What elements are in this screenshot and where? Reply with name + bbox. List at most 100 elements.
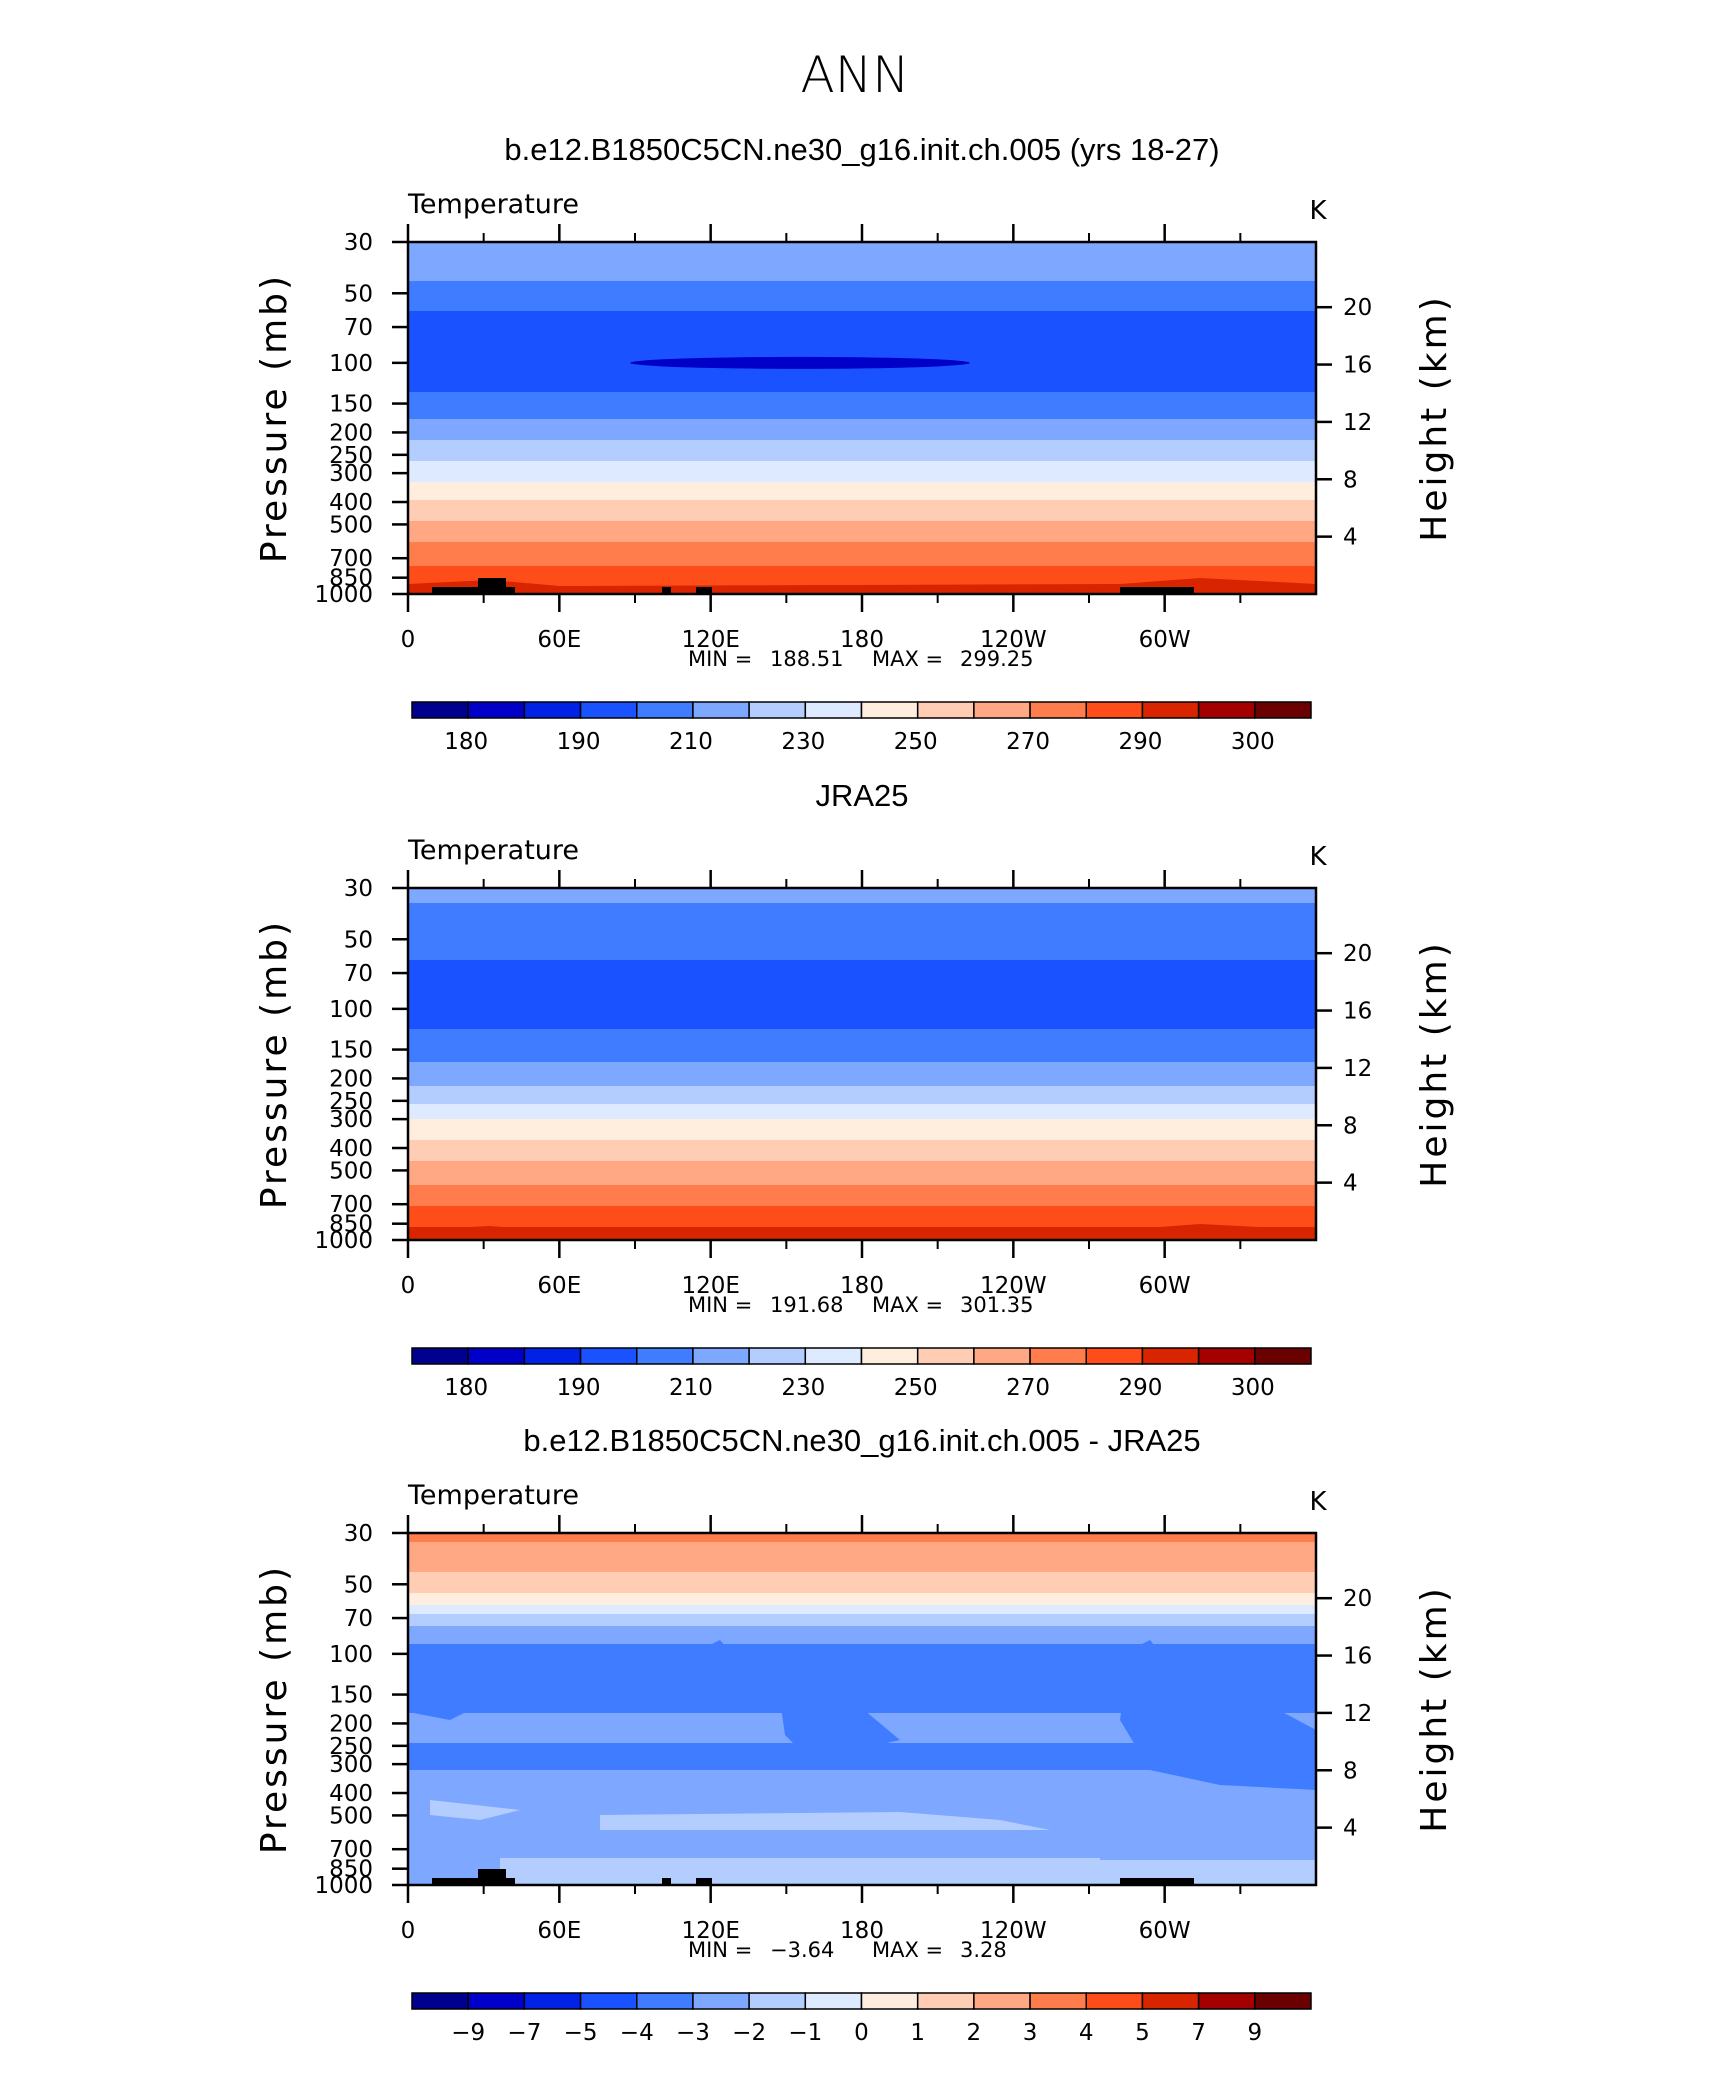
contour-band	[408, 930, 1316, 934]
colorbar-box	[523, 1992, 582, 2010]
contour-band	[408, 326, 1316, 330]
panel-1: b.e12.B1850C5CN.ne30_g16.init.ch.005 (yr…	[254, 132, 1455, 755]
x-tick-label: 180	[840, 1918, 884, 1944]
contour-band	[408, 1095, 1316, 1099]
panel-title: JRA25	[815, 778, 908, 813]
contour-band	[408, 245, 1316, 249]
max-label: MAX =	[872, 647, 943, 671]
contour-band	[408, 1164, 1316, 1168]
land-block	[505, 587, 515, 594]
contour-band	[408, 575, 1316, 579]
contour-band	[408, 1593, 1316, 1597]
contour-band	[408, 1227, 1316, 1231]
colorbar-box	[1141, 1992, 1200, 2010]
contour-patch	[408, 1224, 1316, 1240]
contour-patch	[500, 1858, 1316, 1884]
contour-band	[408, 1701, 1316, 1705]
colorbar-label: −5	[564, 2020, 598, 2046]
contour-band	[408, 1047, 1316, 1051]
colorbar-box	[748, 701, 807, 719]
contour-band	[408, 1002, 1316, 1006]
contour-band	[408, 302, 1316, 306]
contour-band	[408, 488, 1316, 492]
contour-band	[408, 1644, 1316, 1648]
contour-band	[408, 1104, 1316, 1108]
contour-band	[408, 290, 1316, 294]
max-label: MAX =	[872, 1938, 943, 1962]
contour-band	[408, 536, 1316, 540]
contour-band	[408, 888, 1316, 892]
contour-band	[408, 551, 1316, 555]
contour-band	[408, 999, 1316, 1003]
contour-field	[408, 1533, 1316, 1885]
y-tick-label: 30	[344, 876, 373, 902]
contour-band	[408, 1782, 1316, 1786]
contour-band	[408, 1551, 1316, 1555]
colorbar-box	[748, 1347, 807, 1365]
contour-patch	[780, 1690, 900, 1760]
contour-band	[408, 1098, 1316, 1102]
contour-band	[408, 1680, 1316, 1684]
contour-band	[408, 1017, 1316, 1021]
contour-band	[408, 1575, 1316, 1579]
contour-band	[408, 248, 1316, 252]
max-value: 3.28	[960, 1938, 1007, 1962]
y-axis-label: Pressure (mb)	[254, 1564, 295, 1854]
x-tick-label: 120E	[681, 627, 739, 653]
contour-band	[408, 1692, 1316, 1696]
contour-band	[408, 1209, 1316, 1213]
contour-band	[408, 323, 1316, 327]
topography-mask	[432, 578, 1194, 594]
x-tick-label: 60E	[537, 1918, 581, 1944]
contour-patch	[408, 578, 1316, 594]
contour-band	[408, 401, 1316, 405]
contour-band	[408, 1062, 1316, 1066]
y2-tick-label: 4	[1343, 1816, 1358, 1842]
y-tick-label: 850	[329, 566, 373, 592]
contour-band	[408, 1038, 1316, 1042]
x-tick-label: 0	[401, 1918, 416, 1944]
contour-band	[408, 1101, 1316, 1105]
contour-band	[408, 1779, 1316, 1783]
y-tick-label: 200	[329, 420, 373, 446]
colorbar-box	[411, 701, 469, 719]
contour-band	[408, 1548, 1316, 1552]
contour-band	[408, 578, 1316, 582]
contour-band	[408, 894, 1316, 898]
y-tick-label: 400	[329, 1136, 373, 1162]
colorbar-label: 230	[781, 729, 825, 755]
contour-band	[408, 1122, 1316, 1126]
colorbar-box	[916, 1992, 975, 2010]
contour-band	[408, 1542, 1316, 1546]
contour-band	[408, 263, 1316, 267]
contour-band	[408, 1131, 1316, 1135]
contour-band	[408, 386, 1316, 390]
y2-axis-label: Height (km)	[1414, 940, 1455, 1187]
contour-band	[408, 1536, 1316, 1540]
contour-band	[408, 272, 1316, 276]
y-tick-label: 250	[329, 1089, 373, 1115]
y2-tick-label: 16	[1343, 1644, 1372, 1670]
contour-band	[408, 1764, 1316, 1768]
contour-band	[408, 1770, 1316, 1774]
y-tick-label: 300	[329, 461, 373, 487]
contour-band	[408, 542, 1316, 546]
y-tick-label: 700	[329, 1192, 373, 1218]
colorbar-box	[973, 1347, 1031, 1365]
contour-band	[408, 1659, 1316, 1663]
contour-band	[408, 945, 1316, 949]
contour-band	[408, 990, 1316, 994]
colorbar: −9 −7 −5 −4 −3 −2 −1 0 1 2 3 4 5 7 9	[411, 1992, 1312, 2046]
contour-band	[408, 1761, 1316, 1765]
land-block	[478, 578, 506, 594]
max-value: 301.35	[960, 1293, 1033, 1317]
contour-band	[408, 1113, 1316, 1117]
contour-band	[408, 966, 1316, 970]
x-tick-label: 60W	[1139, 1273, 1191, 1299]
contour-band	[408, 1119, 1316, 1123]
contour-band	[408, 891, 1316, 895]
contour-band	[408, 933, 1316, 937]
contour-band	[408, 903, 1316, 907]
contour-band	[408, 993, 1316, 997]
colorbar-box	[1085, 1992, 1144, 2010]
